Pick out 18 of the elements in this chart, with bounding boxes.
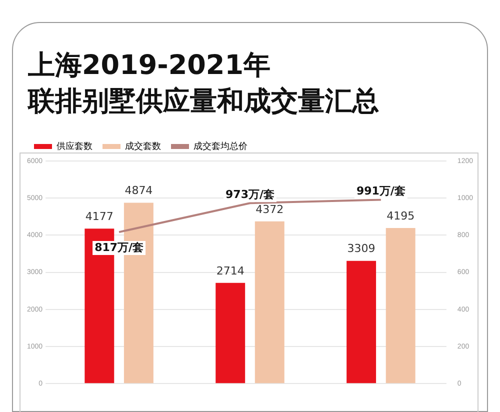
legend-label: 供应套数 (56, 140, 92, 151)
data-label: 4195 (386, 209, 415, 222)
data-label: 3309 (347, 242, 376, 256)
data-label: 991万/套 (356, 184, 406, 198)
chart-title: 上海2019-2021年 (28, 49, 272, 83)
bar (254, 221, 284, 384)
bar (346, 260, 376, 384)
bar (216, 282, 246, 384)
data-label: 4874 (124, 184, 153, 198)
data-label: 2714 (216, 264, 244, 278)
legend-label: 成交套数 (125, 140, 161, 151)
data-label: 817万/套 (94, 240, 144, 254)
data-label: 4372 (256, 202, 284, 216)
legend-label: 成交套均总价 (194, 140, 248, 151)
data-label: 973万/套 (226, 188, 274, 201)
chart-subtitle: 联排别墅供应量和成交量汇总 (28, 85, 379, 119)
data-label: 4177 (85, 210, 114, 223)
bar (386, 228, 416, 384)
